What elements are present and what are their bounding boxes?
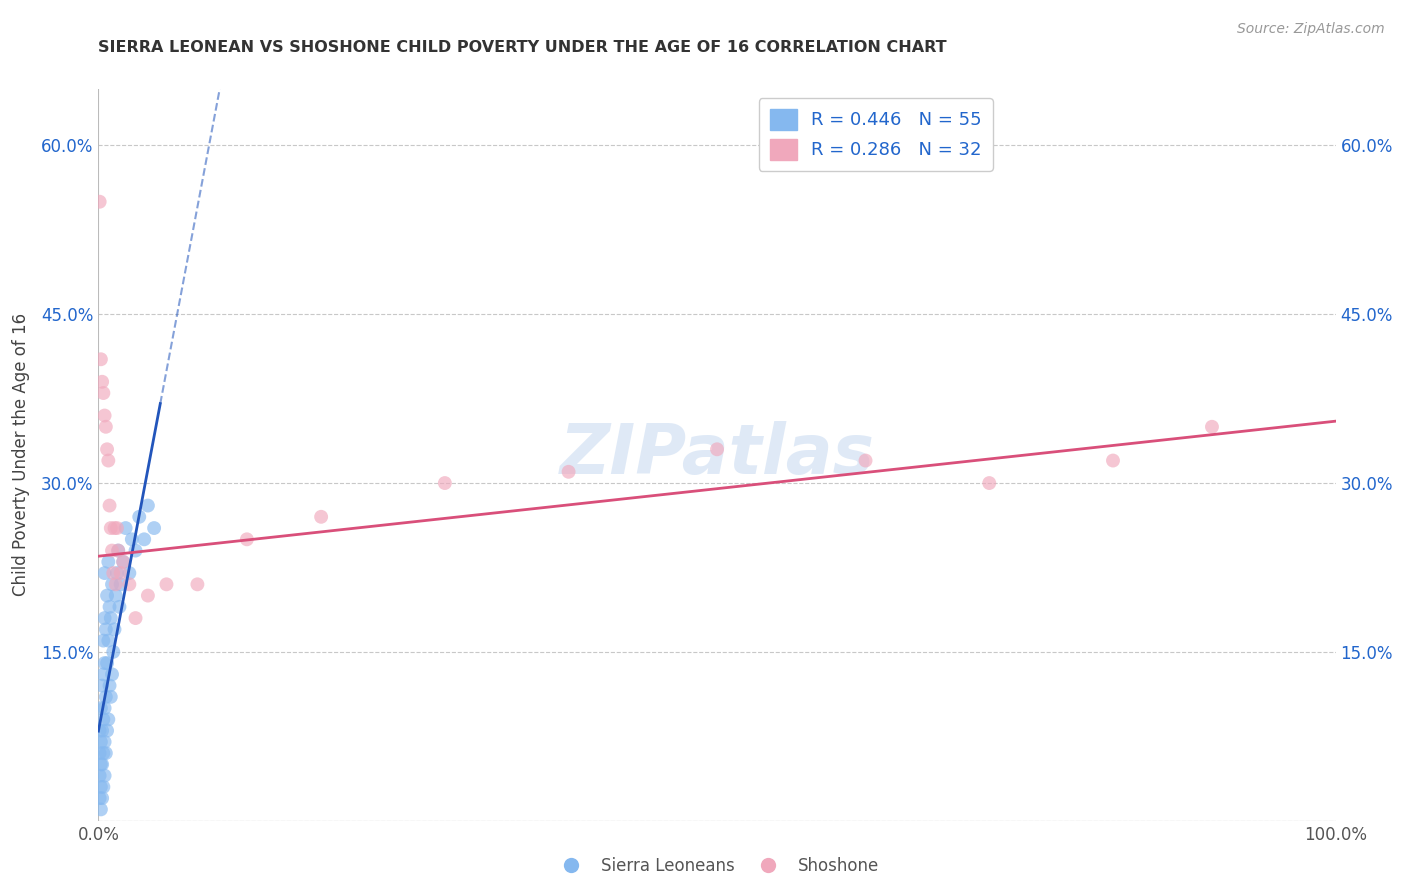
Point [91,757,114,772]
Point [101,577,124,591]
Text: Source: ZipAtlas.com: Source: ZipAtlas.com [1237,22,1385,37]
Point [93,735,115,749]
Point [124,543,146,558]
Point [94,419,117,434]
Point [118,577,141,591]
Point [104,589,127,603]
Point [90,735,112,749]
Point [101,543,124,558]
Point [91,723,114,738]
Text: SIERRA LEONEAN VS SHOSHONE CHILD POVERTY UNDER THE AGE OF 16 CORRELATION CHART: SIERRA LEONEAN VS SHOSHONE CHILD POVERTY… [98,40,948,55]
Point [98,599,121,614]
Point [155,577,177,591]
Point [107,543,129,558]
Point [93,746,115,760]
Legend: Sierra Leoneans, Shoshone: Sierra Leoneans, Shoshone [548,850,886,882]
Point [94,690,117,704]
Point [89,791,111,805]
Point [93,712,115,726]
Point [98,499,121,513]
Text: ZIPatlas: ZIPatlas [560,421,875,489]
Point [134,533,156,547]
Point [103,521,125,535]
Point [96,723,118,738]
Point [855,453,877,467]
Point [98,679,121,693]
Point [136,499,159,513]
Point [89,769,111,783]
Point [100,690,122,704]
Point [97,453,120,467]
Point [557,465,579,479]
Point [706,442,728,457]
Point [103,623,125,637]
Point [979,476,1001,491]
Point [93,386,115,401]
Y-axis label: Child Poverty Under the Age of 16: Child Poverty Under the Age of 16 [11,313,30,597]
Point [1201,419,1223,434]
Point [89,194,111,209]
Point [94,623,117,637]
Point [112,555,135,569]
Point [93,780,115,794]
Point [91,791,114,805]
Point [90,780,112,794]
Point [107,543,129,558]
Point [100,521,122,535]
Point [110,566,132,580]
Point [96,442,118,457]
Point [90,802,112,816]
Point [1102,453,1125,467]
Point [91,679,114,693]
Point [93,633,115,648]
Point [236,533,259,547]
Point [103,566,125,580]
Point [112,555,135,569]
Point [136,589,159,603]
Point [103,645,125,659]
Point [91,375,114,389]
Point [186,577,208,591]
Point [128,509,150,524]
Point [124,611,146,625]
Point [104,577,127,591]
Point [143,521,166,535]
Point [93,701,115,715]
Point [101,667,124,681]
Point [433,476,456,491]
Point [309,509,332,524]
Point [93,656,115,670]
Point [121,533,143,547]
Point [97,712,120,726]
Point [96,656,118,670]
Point [96,589,118,603]
Point [94,746,117,760]
Point [90,757,112,772]
Point [93,769,115,783]
Point [100,611,122,625]
Point [90,701,112,715]
Point [93,611,115,625]
Point [89,746,111,760]
Point [90,352,112,367]
Point [93,566,115,580]
Point [110,577,132,591]
Point [97,555,120,569]
Point [105,566,128,580]
Point [118,566,141,580]
Point [105,521,128,535]
Point [114,521,136,535]
Point [89,723,111,738]
Point [93,667,115,681]
Point [97,633,120,648]
Point [93,409,115,423]
Point [108,599,131,614]
